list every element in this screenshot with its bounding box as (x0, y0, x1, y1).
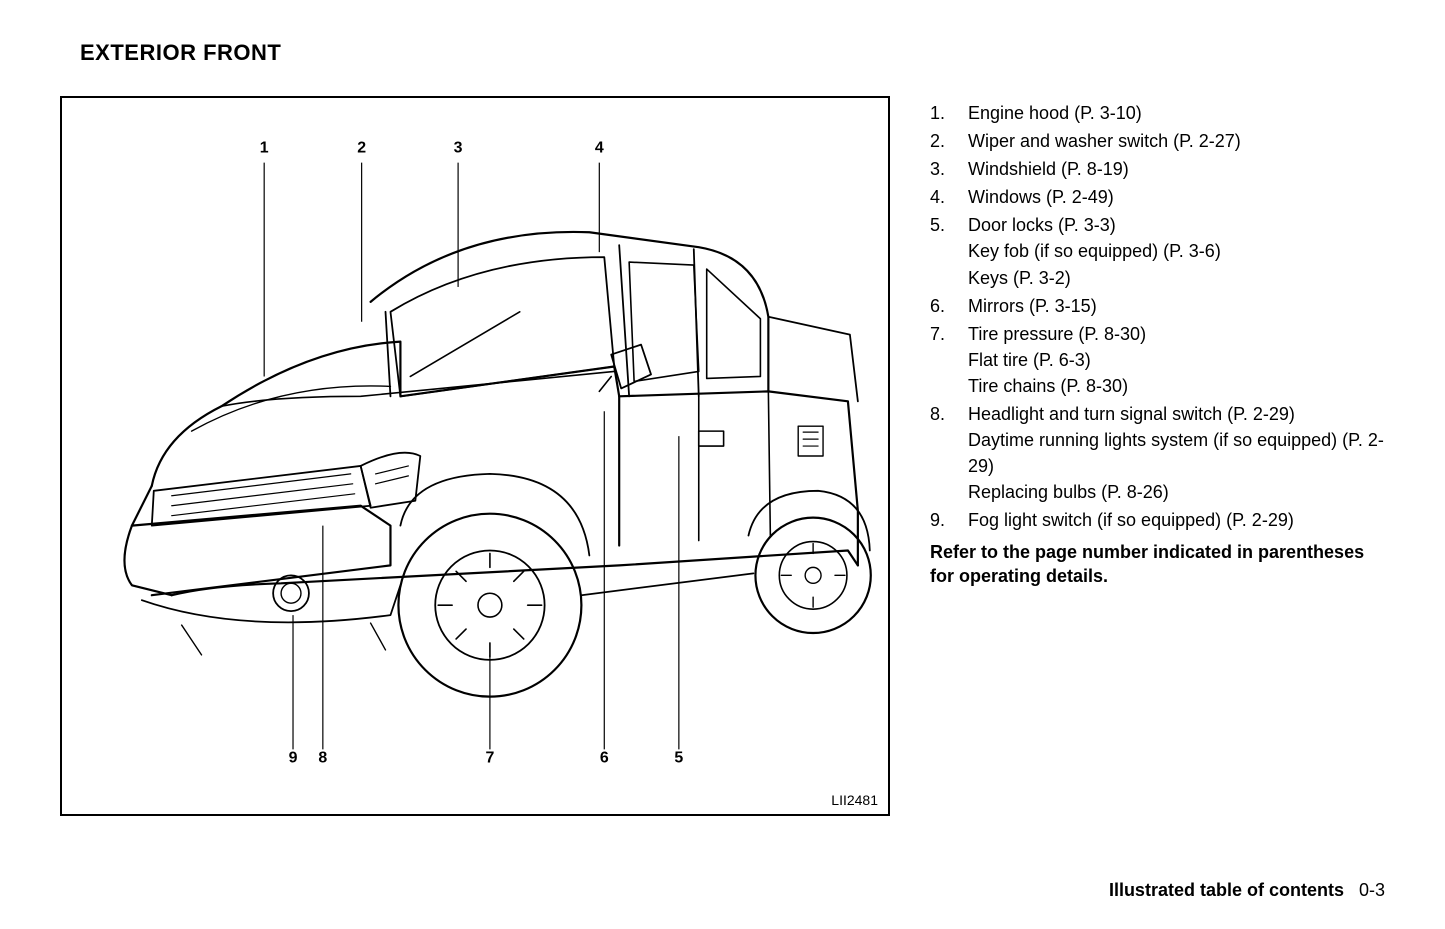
legend-item: 2.Wiper and washer switch (P. 2-27) (930, 128, 1385, 154)
legend: 1.Engine hood (P. 3-10)2.Wiper and washe… (930, 96, 1385, 588)
page-title: EXTERIOR FRONT (80, 40, 1385, 66)
legend-item-text: Fog light switch (if so equipped) (P. 2-… (968, 507, 1385, 533)
callout-number: 3 (454, 140, 463, 157)
legend-item-line: Headlight and turn signal switch (P. 2-2… (968, 401, 1385, 427)
diagram-box: 1 2 3 4 9 8 7 6 5 (60, 96, 890, 816)
legend-item-number: 6. (930, 293, 968, 319)
legend-item-text: Engine hood (P. 3-10) (968, 100, 1385, 126)
legend-item-text: Wiper and washer switch (P. 2-27) (968, 128, 1385, 154)
legend-item-number: 9. (930, 507, 968, 533)
legend-item-number: 3. (930, 156, 968, 182)
legend-item-line: Engine hood (P. 3-10) (968, 100, 1385, 126)
legend-item-line: Fog light switch (if so equipped) (P. 2-… (968, 507, 1385, 533)
legend-item: 1.Engine hood (P. 3-10) (930, 100, 1385, 126)
callout-number: 6 (600, 749, 609, 766)
legend-item-line: Tire chains (P. 8-30) (968, 373, 1385, 399)
legend-item: 3.Windshield (P. 8-19) (930, 156, 1385, 182)
callout-number: 8 (318, 749, 327, 766)
legend-item: 7.Tire pressure (P. 8-30)Flat tire (P. 6… (930, 321, 1385, 399)
callout-number: 9 (289, 749, 298, 766)
legend-item: 9.Fog light switch (if so equipped) (P. … (930, 507, 1385, 533)
legend-item-line: Windshield (P. 8-19) (968, 156, 1385, 182)
legend-item-number: 4. (930, 184, 968, 210)
callout-number: 2 (357, 140, 366, 157)
legend-list: 1.Engine hood (P. 3-10)2.Wiper and washe… (930, 100, 1385, 534)
legend-item-number: 1. (930, 100, 968, 126)
callout-number: 1 (260, 140, 269, 157)
legend-item-text: Windshield (P. 8-19) (968, 156, 1385, 182)
callout-number: 5 (674, 749, 683, 766)
legend-item: 8.Headlight and turn signal switch (P. 2… (930, 401, 1385, 505)
legend-item-line: Key fob (if so equipped) (P. 3-6) (968, 238, 1385, 264)
legend-note: Refer to the page number indicated in pa… (930, 540, 1385, 589)
page-footer: Illustrated table of contents 0-3 (1109, 880, 1385, 901)
legend-item-line: Wiper and washer switch (P. 2-27) (968, 128, 1385, 154)
legend-item-line: Daytime running lights system (if so equ… (968, 427, 1385, 479)
legend-item-text: Windows (P. 2-49) (968, 184, 1385, 210)
legend-item-number: 8. (930, 401, 968, 505)
legend-item-line: Flat tire (P. 6-3) (968, 347, 1385, 373)
legend-item-line: Door locks (P. 3-3) (968, 212, 1385, 238)
legend-item-text: Door locks (P. 3-3)Key fob (if so equipp… (968, 212, 1385, 290)
content-row: 1 2 3 4 9 8 7 6 5 (60, 96, 1385, 816)
legend-item-line: Replacing bulbs (P. 8-26) (968, 479, 1385, 505)
legend-item-number: 5. (930, 212, 968, 290)
footer-page: 0-3 (1359, 880, 1385, 900)
legend-item-line: Windows (P. 2-49) (968, 184, 1385, 210)
legend-item-text: Headlight and turn signal switch (P. 2-2… (968, 401, 1385, 505)
legend-item-line: Tire pressure (P. 8-30) (968, 321, 1385, 347)
footer-section: Illustrated table of contents (1109, 880, 1344, 900)
legend-item-line: Mirrors (P. 3-15) (968, 293, 1385, 319)
legend-item-line: Keys (P. 3-2) (968, 265, 1385, 291)
truck-diagram: 1 2 3 4 9 8 7 6 5 (62, 98, 888, 814)
legend-item: 5.Door locks (P. 3-3)Key fob (if so equi… (930, 212, 1385, 290)
legend-item: 4.Windows (P. 2-49) (930, 184, 1385, 210)
legend-item-text: Mirrors (P. 3-15) (968, 293, 1385, 319)
callout-number: 4 (595, 140, 604, 157)
diagram-id-label: LII2481 (831, 792, 878, 808)
legend-item-number: 7. (930, 321, 968, 399)
legend-item-text: Tire pressure (P. 8-30)Flat tire (P. 6-3… (968, 321, 1385, 399)
legend-item-number: 2. (930, 128, 968, 154)
legend-item: 6.Mirrors (P. 3-15) (930, 293, 1385, 319)
callout-number: 7 (485, 749, 494, 766)
